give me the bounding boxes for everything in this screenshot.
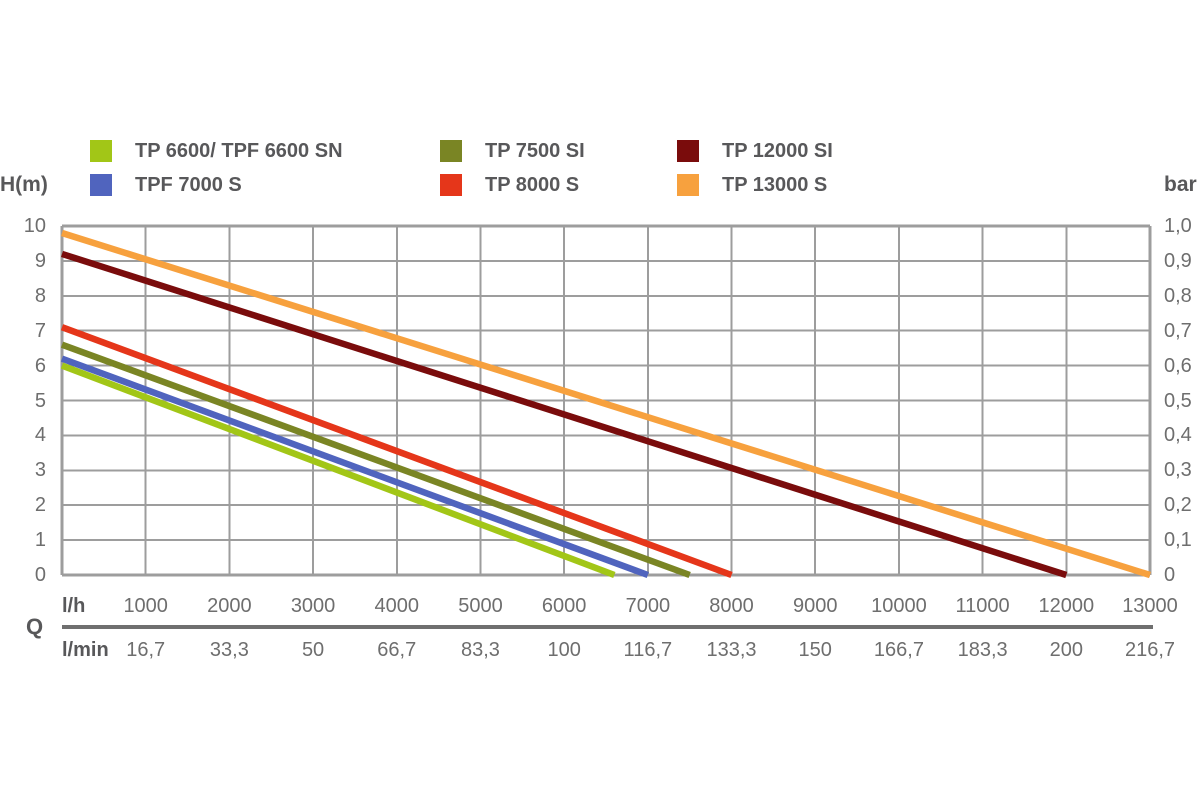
y-axis-tick-label: 0,4 <box>1164 424 1192 447</box>
x-axis-tick-label: 3000 <box>290 595 336 617</box>
x-axis-tick-label: 33,3 <box>209 639 249 661</box>
x-axis-tick-label: 166,7 <box>873 639 924 661</box>
y-axis-tick-label: 9 <box>34 249 46 272</box>
legend-label: TPF 7000 S <box>135 174 242 196</box>
series-line-4 <box>61 250 1068 579</box>
y-axis-tick-label: 0 <box>1164 564 1176 586</box>
x-axis-tick-label: 12000 <box>1038 595 1095 617</box>
x-axis-tick-label: 200 <box>1049 639 1083 661</box>
legend-item-tp7500si: TP 7500 SI <box>440 140 585 162</box>
series-line-3 <box>60 324 733 579</box>
legend-item-tpf7000s: TPF 7000 S <box>90 174 242 196</box>
y-axis-tick-label: 0,9 <box>1164 249 1192 272</box>
legend-swatch-icon <box>677 174 699 196</box>
legend-swatch-icon <box>90 140 112 162</box>
y-axis-tick-label: 2 <box>34 494 46 517</box>
series-line-0 <box>60 362 616 579</box>
y-axis-tick-label: 6 <box>34 354 46 377</box>
x-axis-tick-label: 9000 <box>792 595 838 617</box>
y-axis-tick-label: 1 <box>34 529 46 552</box>
series-line-5 <box>61 229 1151 579</box>
legend-swatch-icon <box>440 174 462 196</box>
x-axis-row-lh-label: l/h <box>62 595 86 617</box>
y-axis-tick-label: 0 <box>34 564 46 586</box>
x-axis-tick-label: 1000 <box>123 595 168 617</box>
x-axis-tick-label: 4000 <box>374 595 420 617</box>
x-axis-tick-label: 11000 <box>955 595 1010 617</box>
x-axis-tick-label: 183,3 <box>957 639 1008 661</box>
legend-item-tp8000s: TP 8000 S <box>440 174 579 196</box>
legend-label: TP 6600/ TPF 6600 SN <box>135 140 343 162</box>
y-axis-tick-label: 0,3 <box>1164 459 1192 482</box>
legend-swatch-icon <box>440 140 462 162</box>
x-axis-tick-label: 100 <box>547 639 581 661</box>
x-axis-divider-line <box>62 625 1153 629</box>
y-axis-tick-label: 0,8 <box>1164 284 1192 307</box>
x-axis-tick-label: 66,7 <box>377 639 417 661</box>
legend-item-tp12000si: TP 12000 SI <box>677 140 833 162</box>
legend-label: TP 13000 S <box>722 174 828 196</box>
x-axis-row-lmin-label: l/min <box>62 639 109 661</box>
legend-label: TP 8000 S <box>485 174 580 196</box>
x-axis-tick-label: 6000 <box>541 595 587 617</box>
x-axis-tick-label: 16,7 <box>126 639 166 661</box>
legend-swatch-icon <box>90 174 112 196</box>
x-axis-tick-label: 7000 <box>625 595 671 617</box>
series-line-2 <box>60 341 691 579</box>
x-axis-tick-label: 150 <box>798 639 832 661</box>
x-axis-tick-label: 8000 <box>709 595 754 617</box>
y-axis-tick-label: 0,6 <box>1164 354 1192 377</box>
y-axis-tick-label: 1,0 <box>1164 215 1192 237</box>
legend-swatch-icon <box>677 140 699 162</box>
y-axis-tick-label: 7 <box>34 319 46 342</box>
y-axis-left-unit-label: H(m) <box>0 173 48 196</box>
y-axis-tick-label: 0,2 <box>1164 494 1192 517</box>
legend-label: TP 12000 SI <box>722 140 833 162</box>
x-axis-unit-label: Q <box>26 614 44 639</box>
series-line-1 <box>60 355 649 579</box>
y-axis-tick-label: 0,1 <box>1164 529 1192 552</box>
x-axis-tick-label: 216,7 <box>1124 639 1176 661</box>
y-axis-tick-label: 0,7 <box>1164 319 1192 342</box>
y-axis-tick-label: 5 <box>34 389 46 412</box>
x-axis-tick-label: 2000 <box>207 595 252 617</box>
y-axis-tick-label: 8 <box>34 284 46 307</box>
y-axis-tick-label: 3 <box>34 459 46 482</box>
legend-label: TP 7500 SI <box>485 140 585 162</box>
x-axis-tick-label: 10000 <box>871 595 927 617</box>
x-axis-tick-label: 13000 <box>1122 595 1178 617</box>
x-axis-tick-label: 133,3 <box>706 639 757 661</box>
y-axis-tick-label: 10 <box>23 215 46 237</box>
legend-item-tp6600: TP 6600/ TPF 6600 SN <box>90 140 343 162</box>
x-axis-tick-label: 50 <box>301 639 325 661</box>
x-axis-tick-label: 5000 <box>458 595 503 617</box>
x-axis-tick-label: 83,3 <box>460 639 500 661</box>
y-axis-tick-label: 0,5 <box>1164 389 1192 412</box>
y-axis-tick-label: 4 <box>34 424 46 447</box>
y-axis-right-unit-label: bar <box>1164 173 1197 196</box>
x-axis-tick-label: 116,7 <box>623 639 673 661</box>
legend-item-tp13000s: TP 13000 S <box>677 174 827 196</box>
